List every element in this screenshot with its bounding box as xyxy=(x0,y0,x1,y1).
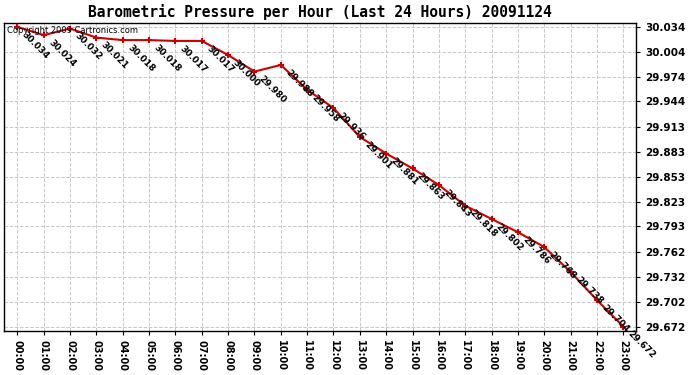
Text: 29.936: 29.936 xyxy=(336,111,367,142)
Text: 30.024: 30.024 xyxy=(46,38,77,69)
Text: 29.818: 29.818 xyxy=(468,209,499,239)
Text: Copyright 2009 Cartronics.com: Copyright 2009 Cartronics.com xyxy=(8,26,138,35)
Text: 30.021: 30.021 xyxy=(99,40,130,71)
Text: 29.704: 29.704 xyxy=(600,303,631,334)
Text: 29.843: 29.843 xyxy=(442,188,473,219)
Text: 30.018: 30.018 xyxy=(126,43,156,74)
Text: 29.768: 29.768 xyxy=(547,250,578,281)
Text: 29.672: 29.672 xyxy=(626,329,657,360)
Text: 29.980: 29.980 xyxy=(257,74,288,105)
Text: 29.958: 29.958 xyxy=(310,93,341,124)
Text: 29.802: 29.802 xyxy=(494,222,525,252)
Text: 30.034: 30.034 xyxy=(20,30,51,60)
Text: 29.863: 29.863 xyxy=(415,171,446,202)
Text: 30.017: 30.017 xyxy=(204,44,235,75)
Text: 29.786: 29.786 xyxy=(521,235,552,266)
Text: 29.738: 29.738 xyxy=(573,274,604,306)
Title: Barometric Pressure per Hour (Last 24 Hours) 20091124: Barometric Pressure per Hour (Last 24 Ho… xyxy=(88,4,552,20)
Text: 30.032: 30.032 xyxy=(73,31,104,62)
Text: 30.017: 30.017 xyxy=(178,44,209,75)
Text: 29.988: 29.988 xyxy=(284,68,315,99)
Text: 29.901: 29.901 xyxy=(362,140,393,171)
Text: 30.018: 30.018 xyxy=(152,43,183,74)
Text: 29.881: 29.881 xyxy=(389,156,420,187)
Text: 30.000: 30.000 xyxy=(231,58,262,88)
